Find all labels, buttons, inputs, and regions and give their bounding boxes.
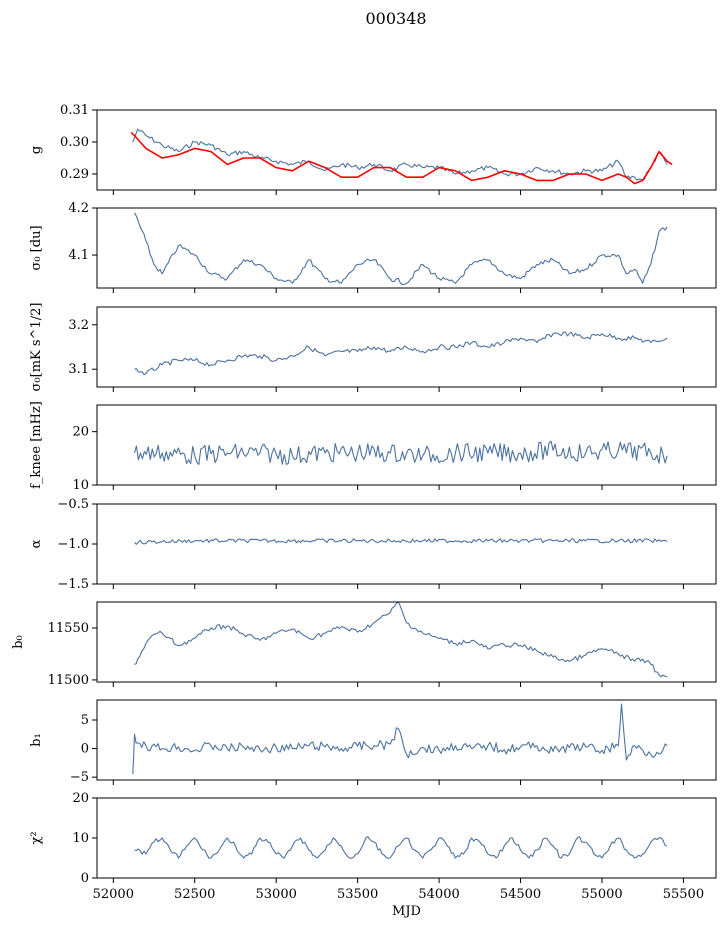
- y-axis-label: σ₀ [du]: [29, 225, 44, 270]
- y-tick-label: 10: [72, 831, 89, 846]
- y-tick-label: 0.30: [60, 135, 89, 150]
- series-line-b1-0: [132, 703, 668, 775]
- y-tick-label: −0.5: [57, 497, 89, 512]
- figure-title: 000348: [365, 9, 426, 28]
- axes-frame: [96, 699, 717, 781]
- x-tick-label: 55500: [663, 887, 704, 902]
- y-axis-label: χ²: [29, 831, 44, 844]
- y-axis-label: α: [29, 539, 44, 548]
- panel-sigma0-du: 4.1 4.2 σ₀ [du]: [29, 201, 717, 293]
- panel-fknee: 10 20 f_knee [mHz]: [29, 401, 717, 493]
- y-tick-label: 0.29: [60, 167, 89, 182]
- series-line-alpha-0: [134, 538, 668, 545]
- y-tick-label: 0: [81, 871, 89, 886]
- axes-frame: [96, 109, 717, 191]
- series-line-g-0: [132, 128, 668, 181]
- axes-frame: [96, 601, 717, 683]
- y-axis-label: g: [29, 146, 44, 154]
- y-tick-label: 11500: [48, 673, 89, 688]
- x-tick-label: 54500: [500, 887, 541, 902]
- y-tick-label: 0.31: [60, 103, 89, 118]
- y-axis-label: σ₀[mK s^1/2]: [29, 303, 44, 392]
- series-line-chi2-0: [134, 836, 668, 859]
- x-tick-label: 53500: [337, 887, 378, 902]
- y-tick-label: −1.0: [57, 537, 89, 552]
- x-tick-label: 55000: [581, 887, 622, 902]
- y-tick-label: 10: [72, 478, 89, 493]
- axes-frame: [96, 207, 717, 289]
- y-tick-label: 3.1: [68, 362, 89, 377]
- panel-b1: −5 0 5 b₁: [29, 699, 717, 785]
- y-tick-label: −5: [70, 770, 89, 785]
- panel-chi2: 0 10 20 52000 52500 53000 53500 54000 54500 55000…: [29, 791, 717, 919]
- x-tick-label: 52500: [174, 887, 215, 902]
- y-axis-label: f_knee [mHz]: [29, 401, 44, 489]
- axes-frame: [96, 306, 717, 388]
- x-tick-label: 53000: [256, 887, 297, 902]
- series-line-fknee-0: [133, 440, 668, 465]
- axes-frame: [96, 503, 717, 585]
- series-line-sigma0-du-0: [134, 212, 668, 286]
- series-line-sigma0-mk-0: [134, 331, 668, 376]
- y-tick-label: 20: [72, 791, 89, 806]
- y-tick-label: 0: [81, 742, 89, 757]
- y-tick-label: 4.2: [68, 201, 89, 216]
- panel-g: 0.29 0.30 0.31 g: [29, 103, 717, 195]
- x-tick-label: 54000: [418, 887, 459, 902]
- y-tick-label: 5: [81, 713, 89, 728]
- y-tick-label: 4.1: [68, 248, 89, 263]
- y-axis-label: b₀: [11, 635, 26, 649]
- y-tick-label: 11550: [48, 621, 89, 636]
- series-line-g-1: [130, 131, 673, 185]
- panel-alpha: −1.5 −1.0 −0.5 α: [29, 497, 717, 592]
- y-tick-label: 20: [72, 425, 89, 440]
- x-tick-label: 52000: [93, 887, 134, 902]
- x-axis-label: MJD: [392, 904, 421, 919]
- series-line-b0-0: [134, 601, 668, 678]
- y-axis-label: b₁: [29, 733, 44, 747]
- y-tick-label: −1.5: [57, 577, 89, 592]
- panel-sigma0-mk: 3.1 3.2 σ₀[mK s^1/2]: [29, 303, 717, 392]
- axes-frame: [96, 404, 717, 486]
- panels: 0.29 0.30 0.31 g 4.1 4.2 σ₀ [du] 3.1 3.2 σ₀[mK s^…: [11, 103, 717, 919]
- y-tick-label: 3.2: [68, 318, 89, 333]
- panel-b0: 11500 11550 b₀: [11, 601, 717, 688]
